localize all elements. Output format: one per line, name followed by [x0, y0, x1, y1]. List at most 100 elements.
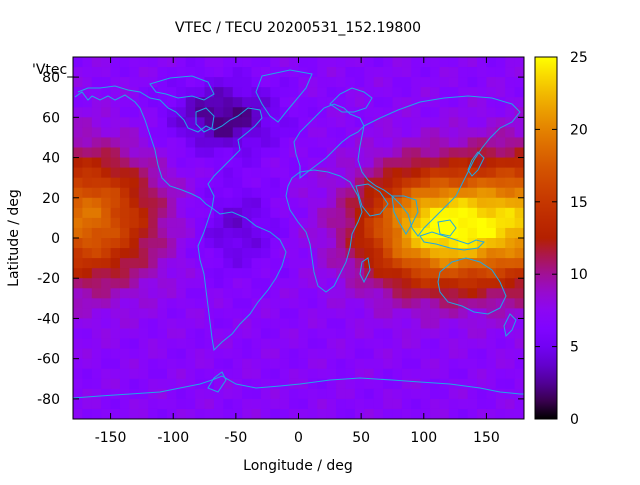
heatmap-cell — [336, 298, 347, 309]
heatmap-cell — [260, 388, 271, 400]
heatmap-cell — [411, 117, 422, 128]
heatmap-cell — [430, 117, 441, 128]
heatmap-cell — [232, 167, 243, 179]
heatmap-cell — [129, 298, 140, 309]
heatmap-cell — [383, 308, 394, 320]
heatmap-cell — [317, 288, 328, 299]
heatmap-cell — [420, 248, 431, 259]
heatmap-cell — [505, 248, 516, 259]
heatmap-cell — [101, 378, 112, 390]
heatmap-cell — [242, 388, 253, 400]
heatmap-cell — [411, 248, 422, 259]
heatmap-cell — [458, 408, 469, 419]
heatmap-cell — [505, 368, 516, 380]
heatmap-cell — [185, 167, 196, 179]
heatmap-cell — [119, 157, 130, 169]
heatmap-cell — [195, 197, 206, 209]
heatmap-cell — [176, 207, 187, 219]
heatmap-cell — [279, 177, 290, 189]
heatmap-cell — [279, 57, 290, 68]
heatmap-cell — [477, 268, 488, 279]
heatmap-cell — [336, 278, 347, 289]
heatmap-cell — [129, 288, 140, 299]
heatmap-cell — [307, 107, 318, 118]
heatmap-cell — [298, 328, 309, 340]
heatmap-cell — [110, 318, 121, 330]
heatmap-cell — [307, 408, 318, 419]
heatmap-cell — [82, 107, 93, 118]
heatmap-cell — [364, 117, 375, 128]
heatmap-cell — [251, 288, 262, 299]
coastline-india — [391, 195, 419, 235]
heatmap-cell — [411, 378, 422, 390]
coastline-arabia — [355, 183, 389, 217]
heatmap-cell — [383, 358, 394, 370]
heatmap-cell — [260, 57, 271, 68]
heatmap-cell — [336, 318, 347, 330]
heatmap-cell — [373, 157, 384, 169]
heatmap-cell — [270, 197, 281, 209]
heatmap-cell — [486, 258, 497, 269]
heatmap-cell — [289, 87, 300, 98]
heatmap-cell — [195, 147, 206, 159]
heatmap-cell — [82, 398, 93, 410]
heatmap-cell — [364, 107, 375, 118]
heatmap-cell — [73, 217, 83, 229]
heatmap-cell — [439, 227, 450, 239]
heatmap-cell — [157, 338, 168, 350]
heatmap-cell — [101, 87, 112, 98]
heatmap-cell — [336, 97, 347, 108]
heatmap-cell — [204, 358, 215, 370]
heatmap-cell — [495, 408, 506, 419]
heatmap-cell — [242, 227, 253, 239]
heatmap-cell — [157, 328, 168, 340]
heatmap-cell — [477, 248, 488, 259]
heatmap-cell — [101, 368, 112, 380]
heatmap-cell — [73, 147, 83, 159]
heatmap-cell — [176, 77, 187, 88]
heatmap-cell — [279, 197, 290, 209]
heatmap-cell — [110, 87, 121, 98]
heatmap-cell — [477, 167, 488, 179]
heatmap-cell — [326, 57, 337, 68]
heatmap-cell — [176, 298, 187, 309]
heatmap-cell — [326, 378, 337, 390]
heatmap-cell — [383, 227, 394, 239]
heatmap-cell — [486, 308, 497, 320]
heatmap-cell — [157, 167, 168, 179]
heatmap-cell — [129, 378, 140, 390]
heatmap-cell — [260, 398, 271, 410]
heatmap-cell — [204, 57, 215, 68]
heatmap-cell — [298, 77, 309, 88]
heatmap-cell — [82, 187, 93, 199]
heatmap-cell — [458, 87, 469, 98]
heatmap-cell — [289, 147, 300, 159]
heatmap-cell — [195, 177, 206, 189]
heatmap-cell — [91, 87, 102, 98]
heatmap-cell — [505, 388, 516, 400]
heatmap-cell — [270, 318, 281, 330]
heatmap-cell — [260, 217, 271, 229]
heatmap-cell — [251, 368, 262, 380]
heatmap-cell — [336, 217, 347, 229]
heatmap-cell — [82, 308, 93, 320]
heatmap-cell — [242, 187, 253, 199]
heatmap-cell — [73, 248, 83, 259]
heatmap-cell — [204, 318, 215, 330]
heatmap-cell — [289, 77, 300, 88]
heatmap-cell — [213, 338, 224, 350]
heatmap-cell — [148, 217, 159, 229]
heatmap-cell — [514, 268, 524, 279]
heatmap-cell — [307, 268, 318, 279]
heatmap-cell — [307, 57, 318, 68]
heatmap-cell — [260, 348, 271, 360]
heatmap-cell — [458, 177, 469, 189]
heatmap-cell — [514, 217, 524, 229]
heatmap-cell — [420, 408, 431, 419]
heatmap-cell — [289, 227, 300, 239]
heatmap-cell — [448, 268, 459, 279]
heatmap-cell — [166, 298, 177, 309]
heatmap-cell — [486, 288, 497, 299]
heatmap-cell — [138, 248, 149, 259]
heatmap-cell — [486, 398, 497, 410]
